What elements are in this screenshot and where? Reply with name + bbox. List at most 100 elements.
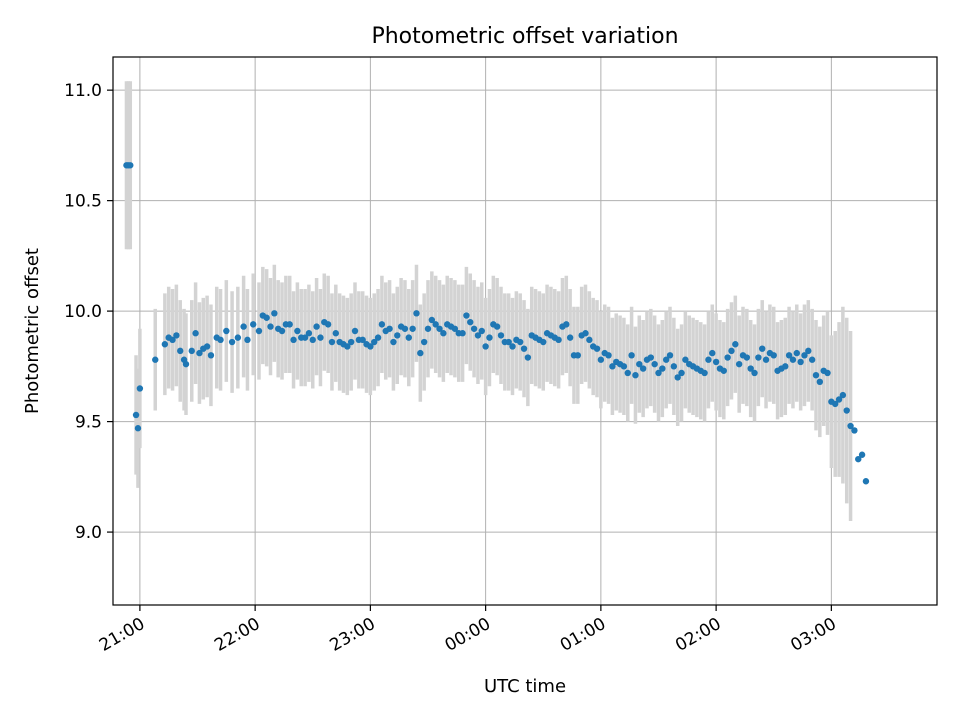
plot-frame bbox=[112, 56, 938, 606]
data-point bbox=[290, 336, 297, 344]
data-point bbox=[470, 325, 478, 332]
data-point bbox=[161, 341, 169, 348]
data-point bbox=[169, 336, 176, 344]
data-point bbox=[566, 334, 574, 341]
data-point bbox=[278, 327, 286, 335]
data-point bbox=[240, 323, 247, 330]
data-point bbox=[839, 391, 847, 399]
data-point bbox=[639, 365, 647, 372]
data-point bbox=[463, 312, 470, 319]
data-point bbox=[505, 338, 512, 346]
data-point bbox=[743, 354, 751, 361]
data-point bbox=[386, 325, 393, 332]
data-point bbox=[728, 347, 735, 355]
data-point bbox=[674, 374, 681, 381]
data-point bbox=[524, 354, 532, 361]
data-point bbox=[732, 341, 739, 348]
data-point bbox=[136, 385, 144, 392]
data-point bbox=[313, 323, 320, 330]
y-tick-label: 10.5 bbox=[64, 192, 102, 212]
data-point bbox=[188, 347, 195, 355]
data-point bbox=[324, 321, 332, 328]
data-point bbox=[808, 356, 816, 363]
data-point bbox=[228, 338, 236, 346]
y-tick-label: 9.5 bbox=[75, 413, 102, 433]
data-point bbox=[678, 369, 685, 377]
data-point bbox=[858, 451, 866, 458]
data-point bbox=[203, 343, 211, 350]
data-point bbox=[720, 367, 727, 374]
data-point bbox=[797, 358, 804, 366]
data-point bbox=[286, 321, 293, 328]
data-point bbox=[574, 352, 582, 359]
data-point bbox=[394, 332, 401, 339]
data-point bbox=[655, 369, 662, 377]
data-point bbox=[563, 321, 570, 328]
data-point bbox=[609, 363, 616, 370]
data-point bbox=[586, 336, 593, 344]
data-point bbox=[417, 349, 424, 357]
data-point bbox=[424, 325, 432, 332]
data-point bbox=[374, 334, 382, 341]
data-point bbox=[309, 336, 316, 344]
data-point bbox=[367, 343, 374, 350]
data-point bbox=[440, 330, 447, 337]
data-point bbox=[271, 310, 278, 317]
data-point bbox=[793, 349, 800, 357]
data-point bbox=[835, 396, 843, 403]
y-axis: 9.0 9.5 10.0 10.5 11.0 bbox=[64, 81, 113, 543]
data-point bbox=[405, 334, 412, 341]
data-point bbox=[670, 363, 678, 370]
data-point bbox=[593, 345, 601, 352]
data-point bbox=[651, 360, 658, 368]
data-point bbox=[620, 363, 628, 370]
data-point bbox=[182, 360, 190, 368]
data-point bbox=[344, 343, 351, 350]
data-point bbox=[509, 343, 516, 350]
data-point bbox=[862, 478, 870, 485]
data-point bbox=[493, 323, 501, 330]
data-point bbox=[196, 349, 203, 357]
data-point bbox=[782, 363, 789, 370]
data-point bbox=[328, 338, 336, 346]
data-point bbox=[474, 332, 482, 339]
data-point bbox=[516, 338, 524, 346]
data-point bbox=[636, 360, 643, 368]
data-point bbox=[682, 356, 689, 363]
data-point bbox=[597, 356, 605, 363]
data-point bbox=[467, 318, 474, 326]
data-point bbox=[207, 352, 215, 359]
data-point bbox=[624, 369, 631, 377]
data-point bbox=[628, 352, 635, 359]
data-point bbox=[347, 338, 355, 346]
data-point bbox=[632, 371, 639, 379]
data-point bbox=[234, 334, 242, 341]
data-point bbox=[705, 356, 712, 363]
data-point bbox=[428, 316, 436, 324]
data-point bbox=[177, 347, 184, 355]
data-point bbox=[701, 369, 708, 377]
data-point bbox=[847, 422, 854, 430]
data-point bbox=[555, 336, 562, 344]
data-points bbox=[123, 162, 870, 485]
data-point bbox=[785, 352, 793, 359]
data-point bbox=[459, 330, 466, 337]
y-tick-label: 11.0 bbox=[64, 81, 102, 101]
chart-title: Photometric offset variation bbox=[371, 24, 678, 49]
data-point bbox=[332, 330, 340, 337]
data-point bbox=[267, 323, 274, 330]
data-point bbox=[755, 354, 762, 361]
data-point bbox=[647, 354, 655, 361]
data-point bbox=[747, 365, 754, 372]
data-point bbox=[666, 352, 674, 359]
data-point bbox=[478, 327, 485, 335]
data-point bbox=[486, 334, 493, 341]
data-point bbox=[751, 369, 758, 377]
data-point bbox=[127, 162, 134, 169]
data-point bbox=[371, 338, 378, 346]
data-point bbox=[540, 338, 547, 346]
data-point bbox=[432, 321, 439, 328]
data-point bbox=[712, 358, 720, 366]
data-point bbox=[409, 325, 416, 332]
